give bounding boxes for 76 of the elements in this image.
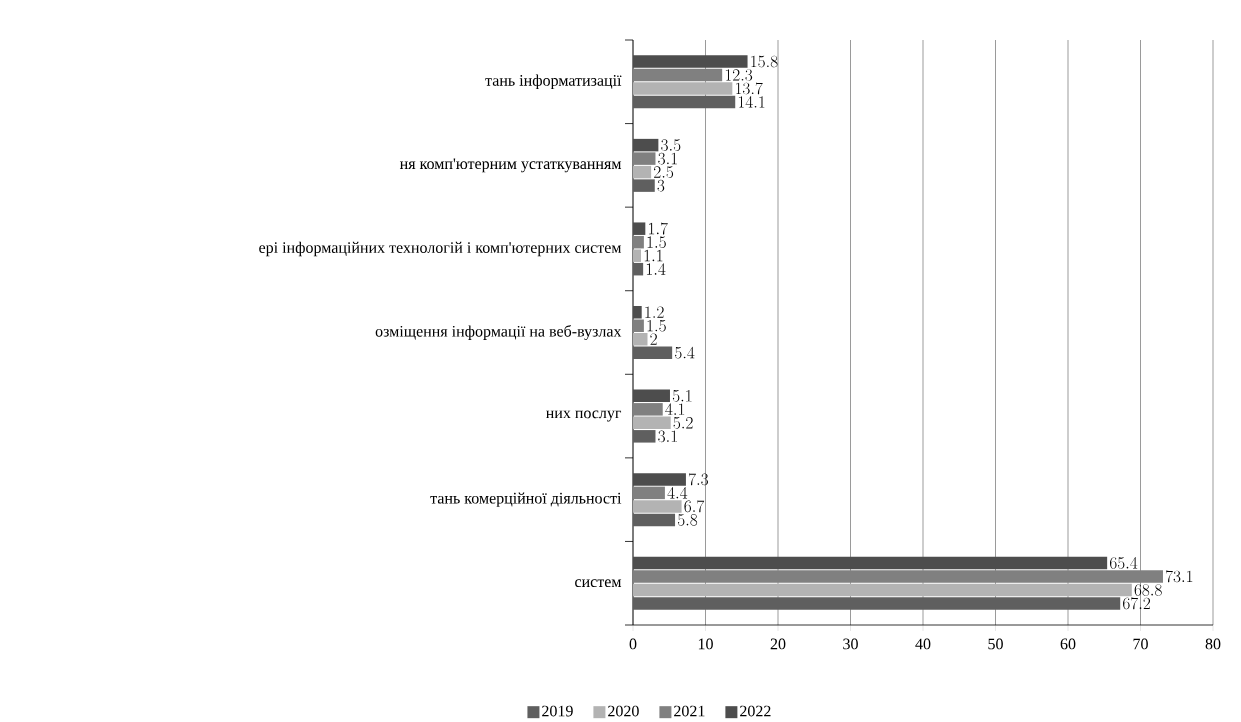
data-label: 15.8	[751, 55, 778, 68]
bar	[633, 138, 659, 152]
x-tick-label: 20	[770, 638, 786, 650]
data-label: 5.4	[675, 346, 695, 359]
data-label: 3	[657, 179, 665, 192]
x-tick-label: 60	[1060, 638, 1076, 650]
bar	[633, 235, 644, 249]
x-tick-label: 80	[1205, 638, 1221, 650]
data-label: 68.8	[1134, 584, 1162, 596]
data-label: 2	[650, 333, 657, 345]
x-tick-label: 70	[1133, 638, 1148, 650]
bar	[633, 403, 663, 416]
bar	[633, 430, 656, 443]
legend-label: 2022	[740, 705, 771, 717]
data-label: 4. 1	[665, 403, 685, 415]
data-label: 1 .7	[649, 222, 668, 235]
data-label: 2.5	[654, 166, 674, 178]
x-tick-label: 30	[843, 638, 858, 650]
legend-label: 2021	[674, 705, 705, 717]
bar	[633, 55, 748, 68]
legend-label: 2020	[608, 705, 639, 717]
data-label: 1 . 1	[644, 249, 663, 262]
data-label: 6.7	[684, 500, 705, 513]
data-label: 1 .4	[646, 263, 666, 275]
legend-label: 2019	[542, 705, 573, 717]
data-label: 3.5	[661, 139, 681, 151]
y-tick-label: тань комерційної діяльності	[430, 492, 622, 507]
data-label: 1 .5	[647, 319, 666, 332]
data-label: 65.4	[1110, 557, 1138, 569]
data-label: 5. 1	[672, 390, 692, 402]
bar	[633, 319, 644, 333]
bar	[633, 82, 733, 95]
y-tick-label: озміщення інформації на веб-вузлах	[375, 325, 622, 340]
bar	[633, 346, 673, 360]
data-label: 67.2	[1123, 597, 1151, 610]
x-tick-label: 50	[988, 638, 1003, 650]
bar	[633, 179, 655, 192]
y-tick-label: ня комп'ютерним устаткуванням	[399, 158, 622, 173]
bar	[633, 68, 723, 82]
data-label: 7.3	[688, 473, 709, 486]
bar	[633, 570, 1163, 583]
data-label: 3. 1	[658, 152, 677, 165]
bar	[633, 389, 670, 403]
y-tick-label: них послуг	[546, 410, 622, 422]
bar	[633, 500, 682, 513]
bar	[633, 416, 671, 430]
x-tick-label: 10	[698, 638, 713, 650]
bar	[633, 222, 646, 235]
data-label: 13.7	[736, 82, 763, 95]
data-label: 1 .5	[647, 236, 666, 249]
bar	[633, 583, 1132, 597]
bar	[633, 597, 1121, 610]
data-label: 3. 1	[658, 430, 677, 443]
bar	[633, 513, 676, 527]
bar	[633, 262, 644, 276]
data-label: 5.2	[673, 417, 693, 429]
data-label: 73. 1	[1165, 570, 1193, 583]
bar	[633, 556, 1108, 570]
y-tick-label: систем	[575, 579, 622, 588]
bar	[633, 306, 642, 319]
bar	[633, 486, 665, 500]
data-label: 1 .2	[645, 306, 664, 318]
bar	[633, 152, 656, 165]
y-tick-label: тань інформатизації	[485, 74, 622, 90]
bar	[633, 249, 641, 262]
bar	[633, 95, 736, 109]
y-tick-label: ері інформаційних технологій і комп'ютерних систем	[259, 241, 622, 257]
bar	[633, 473, 686, 486]
x-tick-label: 40	[915, 638, 931, 650]
data-label: 5.8	[677, 514, 698, 526]
data-label: 4.4	[667, 486, 688, 499]
data-label: 14. 1	[738, 96, 765, 108]
x-tick-label: 0	[629, 638, 637, 650]
bar	[633, 333, 648, 346]
data-label: 12.3	[725, 69, 753, 81]
bar	[633, 165, 652, 179]
